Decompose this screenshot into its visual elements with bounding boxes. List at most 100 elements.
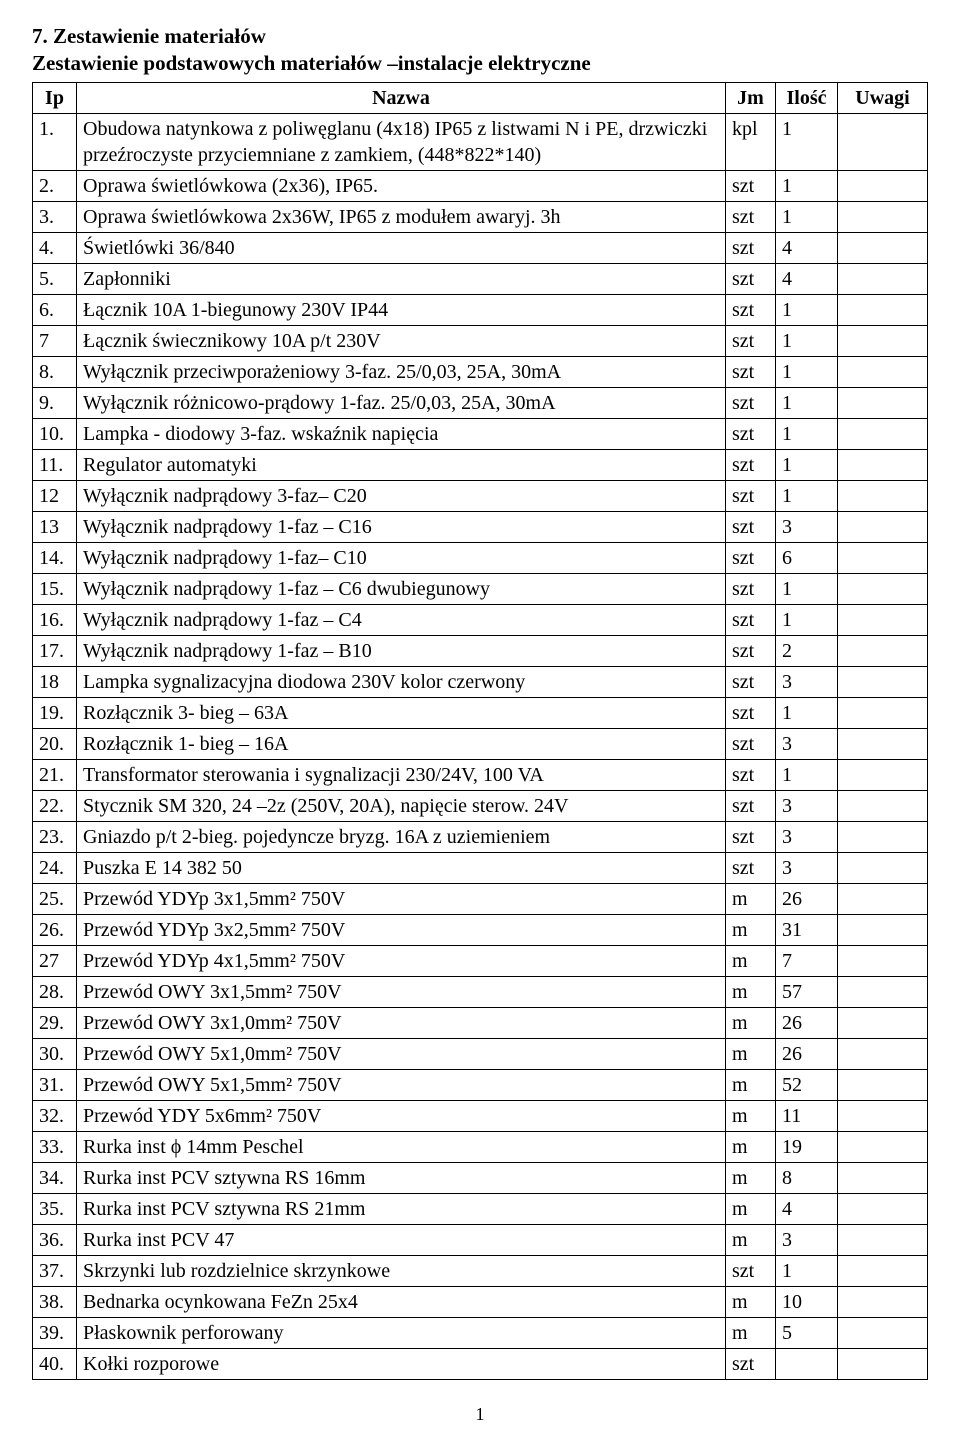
cell-jm: szt (726, 760, 776, 791)
cell-remarks (838, 605, 928, 636)
cell-qty: 3 (776, 791, 838, 822)
table-row: 16.Wyłącznik nadprądowy 1-faz – C4szt1 (33, 605, 928, 636)
cell-qty: 1 (776, 574, 838, 605)
cell-ip: 2. (33, 171, 77, 202)
cell-remarks (838, 388, 928, 419)
cell-qty: 1 (776, 605, 838, 636)
cell-qty (776, 1349, 838, 1380)
cell-remarks (838, 698, 928, 729)
cell-name: Przewód YDYp 3x1,5mm² 750V (77, 884, 726, 915)
cell-remarks (838, 1318, 928, 1349)
cell-ip: 12 (33, 481, 77, 512)
cell-qty: 1 (776, 388, 838, 419)
cell-ip: 24. (33, 853, 77, 884)
cell-jm: m (726, 884, 776, 915)
cell-ip: 20. (33, 729, 77, 760)
col-header-qty: Ilość (776, 83, 838, 114)
cell-name: Przewód OWY 5x1,5mm² 750V (77, 1070, 726, 1101)
cell-qty: 57 (776, 977, 838, 1008)
cell-remarks (838, 1101, 928, 1132)
table-row: 25.Przewód YDYp 3x1,5mm² 750Vm26 (33, 884, 928, 915)
cell-ip: 33. (33, 1132, 77, 1163)
cell-jm: szt (726, 698, 776, 729)
cell-jm: kpl (726, 114, 776, 171)
cell-jm: szt (726, 512, 776, 543)
cell-jm: szt (726, 295, 776, 326)
cell-ip: 30. (33, 1039, 77, 1070)
cell-ip: 18 (33, 667, 77, 698)
cell-name: Transformator sterowania i sygnalizacji … (77, 760, 726, 791)
cell-qty: 1 (776, 450, 838, 481)
cell-qty: 3 (776, 667, 838, 698)
cell-jm: szt (726, 636, 776, 667)
cell-jm: szt (726, 357, 776, 388)
cell-jm: m (726, 1008, 776, 1039)
cell-name: Wyłącznik różnicowo-prądowy 1-faz. 25/0,… (77, 388, 726, 419)
cell-name: Zapłonniki (77, 264, 726, 295)
cell-jm: szt (726, 853, 776, 884)
cell-qty: 4 (776, 264, 838, 295)
cell-jm: szt (726, 233, 776, 264)
cell-remarks (838, 1132, 928, 1163)
cell-qty: 3 (776, 1225, 838, 1256)
cell-jm: m (726, 1318, 776, 1349)
cell-qty: 3 (776, 853, 838, 884)
cell-remarks (838, 202, 928, 233)
cell-remarks (838, 1287, 928, 1318)
cell-ip: 28. (33, 977, 77, 1008)
table-row: 37.Skrzynki lub rozdzielnice skrzynkowe … (33, 1256, 928, 1287)
cell-jm: m (726, 915, 776, 946)
cell-qty: 4 (776, 1194, 838, 1225)
cell-qty: 26 (776, 1039, 838, 1070)
cell-jm: szt (726, 419, 776, 450)
cell-qty: 7 (776, 946, 838, 977)
table-row: 9.Wyłącznik różnicowo-prądowy 1-faz. 25/… (33, 388, 928, 419)
cell-name: Przewód OWY 5x1,0mm² 750V (77, 1039, 726, 1070)
cell-jm: szt (726, 388, 776, 419)
cell-name: Puszka E 14 382 50 (77, 853, 726, 884)
cell-ip: 17. (33, 636, 77, 667)
cell-ip: 10. (33, 419, 77, 450)
col-header-remarks: Uwagi (838, 83, 928, 114)
cell-name: Kołki rozporowe (77, 1349, 726, 1380)
cell-name: Płaskownik perforowany (77, 1318, 726, 1349)
cell-qty: 1 (776, 171, 838, 202)
section-heading: 7. Zestawienie materiałów (32, 24, 928, 49)
cell-jm: szt (726, 202, 776, 233)
table-row: 34.Rurka inst PCV sztywna RS 16mm m8 (33, 1163, 928, 1194)
cell-name: Obudowa natynkowa z poliwęglanu (4x18) I… (77, 114, 726, 171)
table-row: 29.Przewód OWY 3x1,0mm² 750V m26 (33, 1008, 928, 1039)
cell-jm: szt (726, 574, 776, 605)
cell-jm: szt (726, 543, 776, 574)
table-row: 30.Przewód OWY 5x1,0mm² 750V m26 (33, 1039, 928, 1070)
cell-qty: 1 (776, 1256, 838, 1287)
cell-name: Przewód YDYp 4x1,5mm² 750V (77, 946, 726, 977)
cell-ip: 7 (33, 326, 77, 357)
cell-jm: szt (726, 822, 776, 853)
col-header-jm: Jm (726, 83, 776, 114)
table-row: 24.Puszka E 14 382 50szt3 (33, 853, 928, 884)
cell-ip: 9. (33, 388, 77, 419)
cell-qty: 1 (776, 698, 838, 729)
table-row: 32.Przewód YDY 5x6mm² 750V m11 (33, 1101, 928, 1132)
table-row: 1.Obudowa natynkowa z poliwęglanu (4x18)… (33, 114, 928, 171)
cell-name: Oprawa świetlówkowa 2x36W, IP65 z modułe… (77, 202, 726, 233)
cell-ip: 13 (33, 512, 77, 543)
cell-jm: szt (726, 667, 776, 698)
cell-jm: szt (726, 791, 776, 822)
cell-jm: m (726, 1194, 776, 1225)
cell-name: Świetlówki 36/840 (77, 233, 726, 264)
cell-remarks (838, 760, 928, 791)
cell-jm: m (726, 977, 776, 1008)
table-row: 39.Płaskownik perforowany m5 (33, 1318, 928, 1349)
cell-jm: szt (726, 1349, 776, 1380)
cell-ip: 34. (33, 1163, 77, 1194)
cell-name: Przewód OWY 3x1,0mm² 750V (77, 1008, 726, 1039)
cell-name: Łącznik świecznikowy 10A p/t 230V (77, 326, 726, 357)
table-row: 26.Przewód YDYp 3x2,5mm² 750Vm31 (33, 915, 928, 946)
cell-name: Rurka inst PCV sztywna RS 21mm (77, 1194, 726, 1225)
cell-qty: 1 (776, 202, 838, 233)
cell-name: Regulator automatyki (77, 450, 726, 481)
cell-jm: m (726, 1039, 776, 1070)
cell-remarks (838, 1163, 928, 1194)
